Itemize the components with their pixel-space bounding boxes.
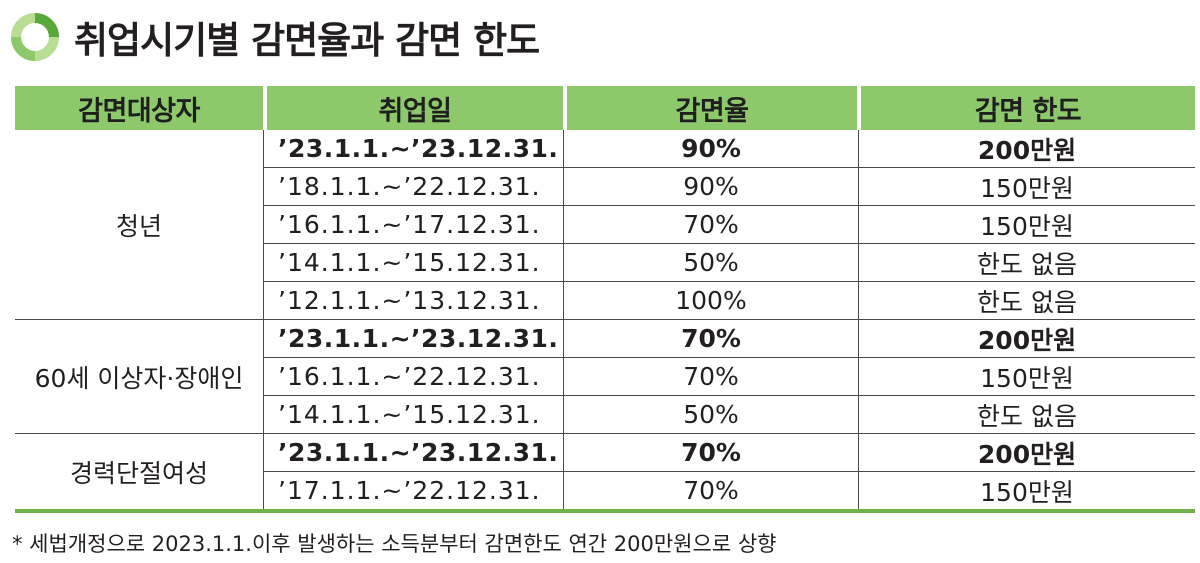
cell-limit: 150만원 [980, 173, 1074, 203]
table-group: 청년 ’23.1.1.~’23.12.31. 90% 200만원 ’18.1.1.~’2… [15, 130, 1195, 319]
table-row: ’23.1.1.~’23.12.31. 90% 200만원 [264, 130, 1195, 167]
header-target: 감면대상자 [15, 86, 263, 130]
group-name: 청년 [15, 130, 264, 319]
cell-period: ’14.1.1.~’15.12.31. [264, 244, 564, 281]
group-name: 경력단절여성 [15, 434, 264, 509]
table-row: ’12.1.1.~’13.12.31. 100% 한도 없음 [264, 281, 1195, 319]
cell-rate: 70% [564, 472, 859, 509]
cell-rate: 50% [564, 244, 859, 281]
table-row: ’16.1.1.~’22.12.31. 70% 150만원 [264, 357, 1195, 395]
cell-limit: 한도 없음 [977, 249, 1077, 279]
header-rate: 감면율 [567, 86, 857, 130]
cell-period: ’23.1.1.~’23.12.31. [264, 130, 564, 167]
cell-limit: 150만원 [980, 477, 1074, 507]
circle-logo-icon [11, 13, 59, 61]
cell-rate: 100% [564, 282, 859, 319]
group-rows: ’23.1.1.~’23.12.31. 70% 200만원 ’16.1.1.~’22.… [264, 320, 1195, 433]
table-row: ’16.1.1.~’17.12.31. 70% 150만원 [264, 205, 1195, 243]
table-row: ’17.1.1.~’22.12.31. 70% 150만원 [264, 471, 1195, 509]
cell-limit: 200만원 [977, 325, 1077, 355]
footnote: * 세법개정으로 2023.1.1.이후 발생하는 소득분부터 감면한도 연간 … [12, 532, 777, 556]
table-header: 감면대상자 취업일 감면율 감면 한도 [15, 86, 1195, 130]
cell-limit: 200만원 [977, 135, 1077, 165]
table-row: ’14.1.1.~’15.12.31. 50% 한도 없음 [264, 395, 1195, 433]
header-employment-date: 취업일 [267, 86, 563, 130]
cell-rate: 50% [564, 396, 859, 433]
table-row: ’14.1.1.~’15.12.31. 50% 한도 없음 [264, 243, 1195, 281]
table-row: ’23.1.1.~’23.12.31. 70% 200만원 [264, 320, 1195, 357]
cell-limit: 200만원 [977, 439, 1077, 469]
cell-rate: 70% [564, 320, 859, 357]
cell-limit: 한도 없음 [977, 287, 1077, 317]
cell-rate: 70% [564, 358, 859, 395]
table-group: 경력단절여성 ’23.1.1.~’23.12.31. 70% 200만원 ’17.1.1… [15, 433, 1195, 509]
cell-period: ’18.1.1.~’22.12.31. [264, 168, 564, 205]
table-group: 60세 이상자·장애인 ’23.1.1.~’23.12.31. 70% 200만원 ’1… [15, 319, 1195, 433]
group-rows: ’23.1.1.~’23.12.31. 90% 200만원 ’18.1.1.~’22.… [264, 130, 1195, 319]
table-body: 청년 ’23.1.1.~’23.12.31. 90% 200만원 ’18.1.1.~’2… [15, 130, 1195, 513]
group-name: 60세 이상자·장애인 [15, 320, 264, 433]
cell-rate: 90% [564, 130, 859, 167]
cell-rate: 70% [564, 206, 859, 243]
cell-limit: 150만원 [980, 211, 1074, 241]
table-row: ’23.1.1.~’23.12.31. 70% 200만원 [264, 434, 1195, 471]
cell-period: ’17.1.1.~’22.12.31. [264, 472, 564, 509]
cell-period: ’12.1.1.~’13.12.31. [264, 282, 564, 319]
group-rows: ’23.1.1.~’23.12.31. 70% 200만원 ’17.1.1.~’22.… [264, 434, 1195, 509]
reduction-table: 감면대상자 취업일 감면율 감면 한도 청년 ’23.1.1.~’23.12.31… [15, 86, 1195, 513]
header-limit: 감면 한도 [861, 86, 1195, 130]
cell-period: ’14.1.1.~’15.12.31. [264, 396, 564, 433]
title-row: 취업시기별 감면율과 감면 한도 [10, 6, 540, 68]
table-row: ’18.1.1.~’22.12.31. 90% 150만원 [264, 167, 1195, 205]
cell-rate: 90% [564, 168, 859, 205]
cell-period: ’16.1.1.~’17.12.31. [264, 206, 564, 243]
cell-limit: 한도 없음 [977, 401, 1077, 431]
cell-period: ’23.1.1.~’23.12.31. [264, 434, 564, 471]
cell-period: ’16.1.1.~’22.12.31. [264, 358, 564, 395]
cell-rate: 70% [564, 434, 859, 471]
page-title: 취업시기별 감면율과 감면 한도 [74, 19, 540, 62]
cell-limit: 150만원 [980, 363, 1074, 393]
cell-period: ’23.1.1.~’23.12.31. [264, 320, 564, 357]
